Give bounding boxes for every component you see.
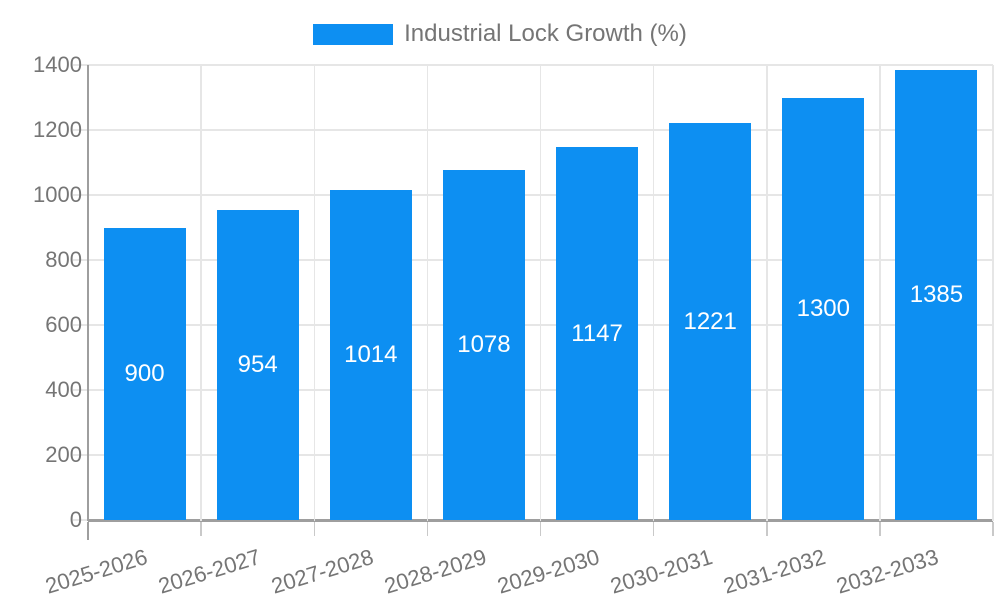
- y-axis-tick-label: 200: [45, 442, 82, 467]
- vertical-gridline: [313, 65, 315, 521]
- bar[interactable]: 1078: [442, 169, 525, 520]
- x-axis-tick: [652, 522, 655, 536]
- vertical-gridline: [992, 65, 994, 521]
- bar-value-label: 1300: [796, 294, 850, 322]
- bar[interactable]: 900: [103, 227, 186, 520]
- bar[interactable]: 1385: [895, 69, 978, 520]
- y-axis-line: [87, 65, 89, 521]
- y-axis-tick-label: 800: [45, 247, 82, 272]
- bar[interactable]: 1300: [782, 97, 865, 520]
- y-axis-tick-label: 1000: [33, 182, 82, 207]
- x-axis-tick: [879, 522, 881, 536]
- y-axis-tick-label: 400: [45, 377, 82, 402]
- x-axis-tick: [200, 522, 202, 536]
- vertical-gridline: [200, 65, 202, 521]
- y-axis-tick: [73, 129, 88, 131]
- x-axis-tick: [87, 522, 89, 540]
- y-axis-tick-label: 0: [69, 507, 82, 532]
- x-axis-tick: [313, 522, 315, 536]
- bar-value-label: 1078: [457, 330, 511, 358]
- y-axis-tick: [73, 194, 88, 196]
- bar-value-label: 1221: [683, 307, 737, 335]
- y-axis-tick-label: 1400: [33, 52, 82, 77]
- y-axis-tick: [73, 519, 88, 521]
- bar[interactable]: 1221: [669, 123, 752, 520]
- x-axis-tick: [992, 522, 994, 536]
- x-axis-tick: [766, 522, 768, 536]
- y-axis-tick: [73, 64, 88, 66]
- bar[interactable]: 1147: [556, 147, 639, 520]
- legend-swatch: [313, 23, 394, 45]
- bar-value-label: 1385: [909, 280, 964, 308]
- y-axis-tick-label: 1200: [33, 117, 82, 142]
- y-axis-tick: [73, 324, 88, 326]
- y-axis-tick-label: 600: [45, 312, 82, 337]
- vertical-gridline: [766, 65, 768, 521]
- vertical-gridline: [539, 65, 542, 521]
- x-axis-tick: [539, 522, 542, 536]
- legend-label: Industrial Lock Growth (%): [404, 20, 687, 47]
- horizontal-gridline: [88, 64, 993, 66]
- vertical-gridline: [652, 65, 655, 521]
- bar-value-label: 1014: [344, 341, 398, 369]
- y-axis-tick: [73, 389, 88, 391]
- vertical-gridline: [426, 65, 429, 521]
- legend: Industrial Lock Growth (%): [0, 20, 1000, 48]
- bar-value-label: 900: [124, 359, 165, 387]
- y-axis-tick: [73, 259, 88, 261]
- x-axis-tick: [426, 522, 429, 536]
- bar-value-label: 954: [237, 350, 278, 378]
- bar-value-label: 1147: [571, 319, 623, 347]
- y-axis-tick: [73, 454, 88, 456]
- vertical-gridline: [879, 65, 881, 521]
- bar[interactable]: 1014: [329, 190, 412, 520]
- bar[interactable]: 954: [216, 209, 299, 520]
